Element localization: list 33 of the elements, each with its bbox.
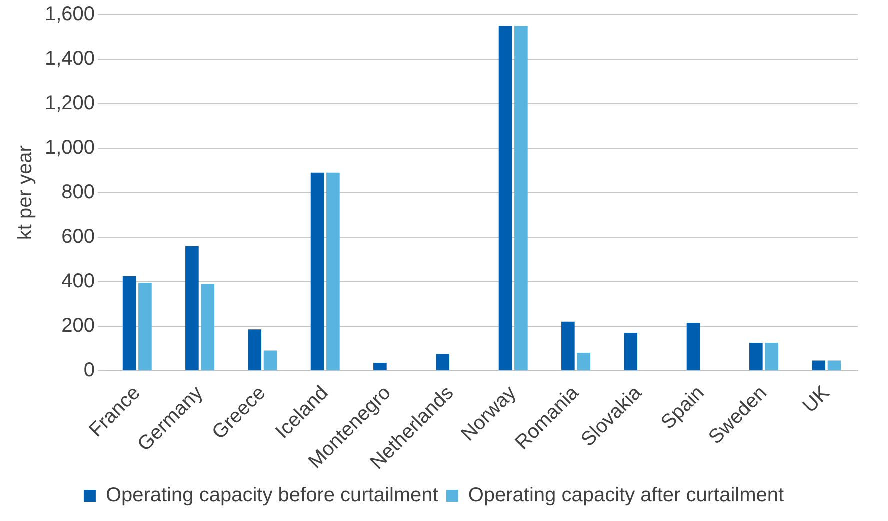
legend-label: Operating capacity before curtailment — [106, 484, 439, 507]
bar — [248, 330, 262, 370]
bar — [498, 26, 512, 370]
y-tick-label: 600 — [62, 226, 96, 248]
y-tick-label: 1,400 — [44, 48, 96, 70]
bar — [562, 322, 575, 370]
bar — [577, 352, 591, 370]
bar — [374, 362, 387, 370]
bar — [436, 354, 450, 370]
bar — [812, 360, 826, 370]
bar — [765, 342, 778, 370]
bar — [264, 350, 278, 370]
x-tick-label: UK — [798, 382, 835, 418]
bar — [514, 26, 528, 370]
y-tick-label: 400 — [62, 270, 96, 292]
bar — [138, 282, 152, 370]
bar — [326, 172, 340, 370]
bar — [828, 360, 842, 370]
y-tick-label: 1,600 — [44, 4, 96, 26]
bar — [624, 332, 638, 370]
bar — [750, 342, 763, 370]
bar — [122, 276, 136, 370]
y-tick-label: 800 — [62, 181, 96, 204]
y-tick-label: 1,000 — [44, 136, 96, 159]
y-tick-label: 200 — [62, 314, 96, 337]
bar — [686, 322, 700, 370]
bar — [310, 172, 324, 370]
legend-label: Operating capacity after curtailment — [468, 484, 784, 507]
y-tick-label: 0 — [84, 359, 96, 382]
y-axis-title: kt per year — [14, 145, 37, 240]
y-tick-label: 1,200 — [44, 92, 96, 114]
bar — [186, 246, 199, 370]
bar — [201, 284, 215, 370]
